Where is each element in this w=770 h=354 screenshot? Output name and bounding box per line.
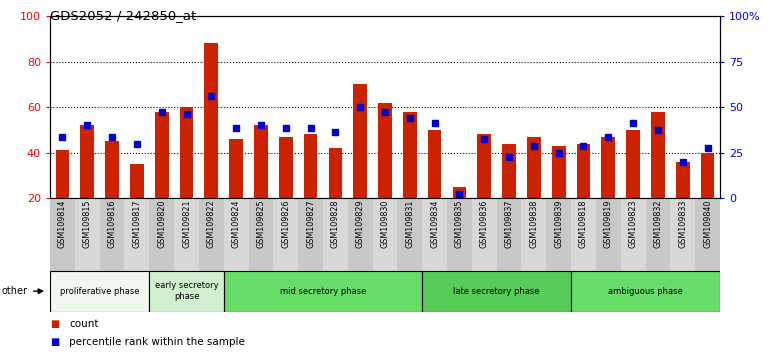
Bar: [453, 187, 467, 198]
Text: GSM109825: GSM109825: [256, 200, 266, 248]
Text: GSM109837: GSM109837: [504, 200, 514, 248]
Bar: [403, 112, 417, 198]
Text: GSM109814: GSM109814: [58, 200, 67, 248]
Bar: [75, 198, 99, 271]
Bar: [224, 198, 249, 271]
Bar: [50, 271, 149, 312]
Bar: [695, 198, 720, 271]
Bar: [477, 135, 491, 198]
Text: other: other: [2, 286, 28, 296]
Text: proliferative phase: proliferative phase: [60, 287, 139, 296]
Bar: [179, 107, 193, 198]
Bar: [676, 162, 690, 198]
Bar: [80, 125, 94, 198]
Text: GSM109834: GSM109834: [430, 200, 439, 248]
Bar: [125, 198, 149, 271]
Bar: [303, 135, 317, 198]
Bar: [521, 198, 546, 271]
Text: mid secretory phase: mid secretory phase: [280, 287, 367, 296]
Bar: [298, 198, 323, 271]
Text: ■: ■: [50, 337, 59, 347]
Bar: [645, 198, 671, 271]
Bar: [249, 198, 273, 271]
Text: GSM109830: GSM109830: [380, 200, 390, 248]
Bar: [378, 103, 392, 198]
Bar: [601, 137, 615, 198]
Bar: [422, 198, 447, 271]
Text: GSM109839: GSM109839: [554, 200, 563, 248]
Bar: [199, 198, 224, 271]
Text: GSM109819: GSM109819: [604, 200, 613, 248]
Bar: [571, 198, 596, 271]
Text: GSM109823: GSM109823: [628, 200, 638, 248]
Bar: [552, 146, 565, 198]
Bar: [502, 144, 516, 198]
Bar: [497, 198, 521, 271]
Text: GSM109817: GSM109817: [132, 200, 142, 248]
Text: GSM109838: GSM109838: [529, 200, 538, 248]
Bar: [621, 198, 645, 271]
Text: GSM109826: GSM109826: [281, 200, 290, 248]
Bar: [279, 137, 293, 198]
Text: early secretory
phase: early secretory phase: [155, 281, 219, 301]
Bar: [229, 139, 243, 198]
Text: GSM109828: GSM109828: [331, 200, 340, 248]
Text: percentile rank within the sample: percentile rank within the sample: [69, 337, 245, 347]
Bar: [527, 137, 541, 198]
Text: GSM109815: GSM109815: [82, 200, 92, 248]
Text: GSM109824: GSM109824: [232, 200, 241, 248]
Bar: [50, 198, 75, 271]
Text: ■: ■: [50, 319, 59, 329]
Bar: [323, 198, 348, 271]
Text: GSM109816: GSM109816: [108, 200, 116, 248]
Bar: [205, 43, 218, 198]
Bar: [348, 198, 373, 271]
Bar: [428, 130, 441, 198]
Bar: [130, 164, 144, 198]
Bar: [105, 141, 119, 198]
Text: GSM109822: GSM109822: [207, 200, 216, 248]
Text: GSM109829: GSM109829: [356, 200, 365, 248]
Bar: [353, 84, 367, 198]
Text: GSM109835: GSM109835: [455, 200, 464, 248]
Text: GSM109821: GSM109821: [182, 200, 191, 248]
Text: ambiguous phase: ambiguous phase: [608, 287, 683, 296]
Text: GSM109818: GSM109818: [579, 200, 588, 248]
Bar: [472, 198, 497, 271]
Bar: [626, 130, 640, 198]
Bar: [577, 144, 591, 198]
Text: GSM109840: GSM109840: [703, 200, 712, 248]
Bar: [671, 198, 695, 271]
Text: GSM109836: GSM109836: [480, 200, 489, 248]
Bar: [224, 271, 422, 312]
Bar: [397, 198, 422, 271]
Bar: [651, 112, 665, 198]
Bar: [596, 198, 621, 271]
Text: count: count: [69, 319, 99, 329]
Text: GSM109831: GSM109831: [405, 200, 414, 248]
Bar: [254, 125, 268, 198]
Bar: [99, 198, 125, 271]
Bar: [174, 198, 199, 271]
Bar: [273, 198, 298, 271]
Bar: [329, 148, 342, 198]
Text: GSM109820: GSM109820: [157, 200, 166, 248]
Bar: [149, 271, 224, 312]
Bar: [701, 153, 715, 198]
Text: late secretory phase: late secretory phase: [454, 287, 540, 296]
Text: GSM109833: GSM109833: [678, 200, 688, 248]
Text: GSM109832: GSM109832: [654, 200, 662, 248]
Bar: [155, 112, 169, 198]
Bar: [571, 271, 720, 312]
Bar: [447, 198, 472, 271]
Bar: [149, 198, 174, 271]
Bar: [422, 271, 571, 312]
Bar: [546, 198, 571, 271]
Bar: [373, 198, 397, 271]
Text: GDS2052 / 242850_at: GDS2052 / 242850_at: [50, 9, 196, 22]
Bar: [55, 150, 69, 198]
Text: GSM109827: GSM109827: [306, 200, 315, 248]
